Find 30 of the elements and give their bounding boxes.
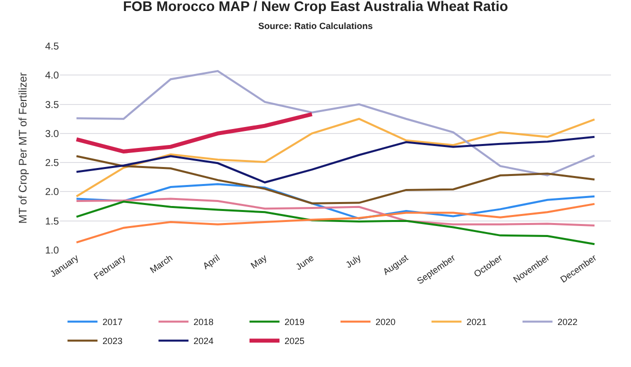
legend-label: 2022 — [558, 317, 578, 328]
line-series — [75, 155, 596, 204]
x-tick-label: May — [248, 252, 269, 271]
line-series — [75, 183, 596, 220]
legend-label: 2018 — [194, 317, 214, 328]
chart-subtitle: Source: Ratio Calculations — [258, 21, 373, 32]
line-series — [74, 112, 314, 154]
legend-label: 2024 — [194, 336, 214, 346]
y-tick-label: 3.5 — [45, 100, 60, 111]
legend-label: 2021 — [466, 317, 487, 328]
y-tick-label: 3.0 — [45, 128, 60, 140]
y-tick-label: 2.5 — [45, 158, 60, 170]
legend-label: 2017 — [102, 317, 123, 328]
legend-label: 2019 — [284, 317, 305, 328]
line-series — [75, 70, 596, 176]
y-tick-label: 1.0 — [45, 246, 60, 256]
chart-title: FOB Morocco MAP / New Crop East Australia Wheat Ratio — [122, 0, 508, 14]
x-tick-label: June — [294, 252, 316, 272]
legend-label: 2020 — [376, 317, 396, 328]
legend-label: 2025 — [284, 336, 305, 346]
legend-label: 2023 — [102, 336, 123, 346]
x-tick-label: July — [344, 252, 364, 270]
y-tick-label: 4.5 — [45, 42, 60, 52]
y-tick-label: 1.5 — [45, 216, 60, 228]
y-tick-label: 2.0 — [45, 187, 60, 198]
y-tick-label: 4.0 — [45, 70, 60, 82]
line-series — [75, 136, 596, 184]
line-series — [75, 198, 596, 227]
y-axis-title: MT of Crop Per MT of Fertilizer — [18, 72, 30, 224]
line-series — [75, 118, 596, 198]
